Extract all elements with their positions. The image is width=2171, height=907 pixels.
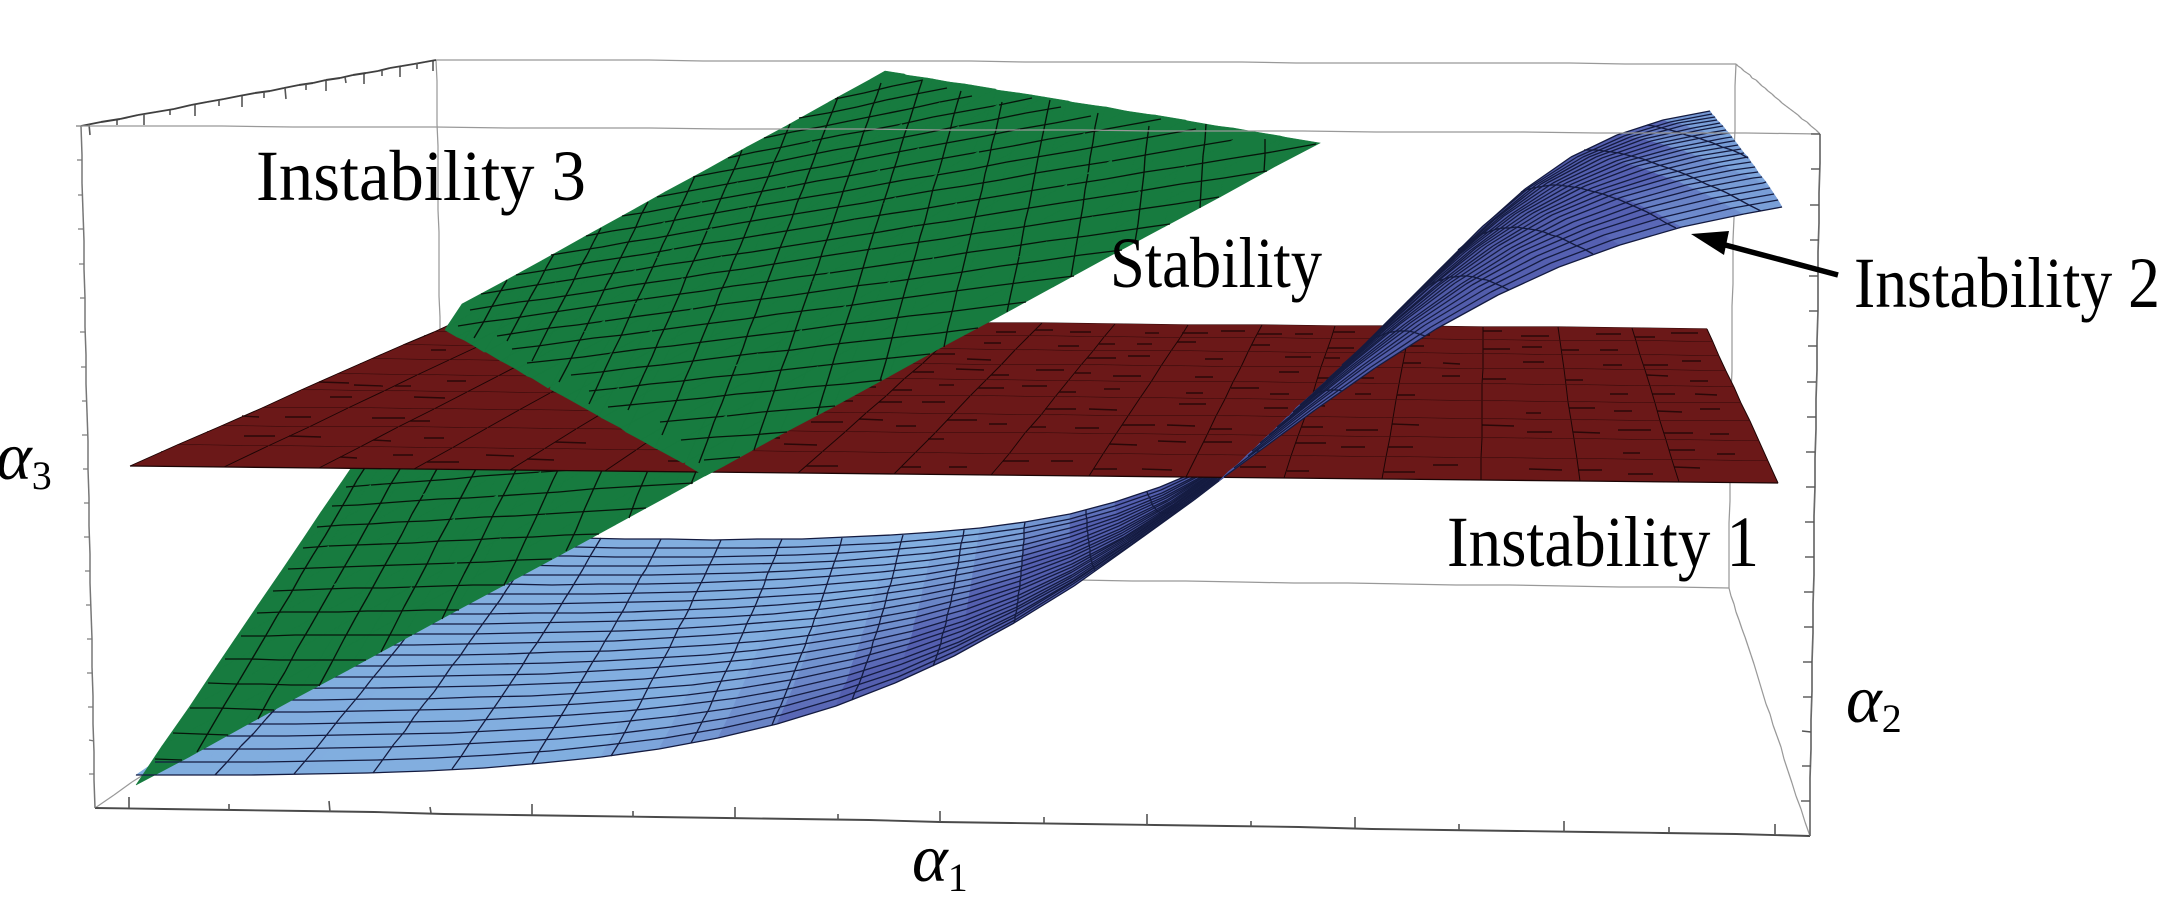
- svg-text:Instability 3: Instability 3: [256, 136, 586, 216]
- svg-text:Instability 1: Instability 1: [1447, 502, 1759, 582]
- svg-text:Instability 2: Instability 2: [1854, 243, 2160, 323]
- svg-text:Stability: Stability: [1110, 223, 1322, 303]
